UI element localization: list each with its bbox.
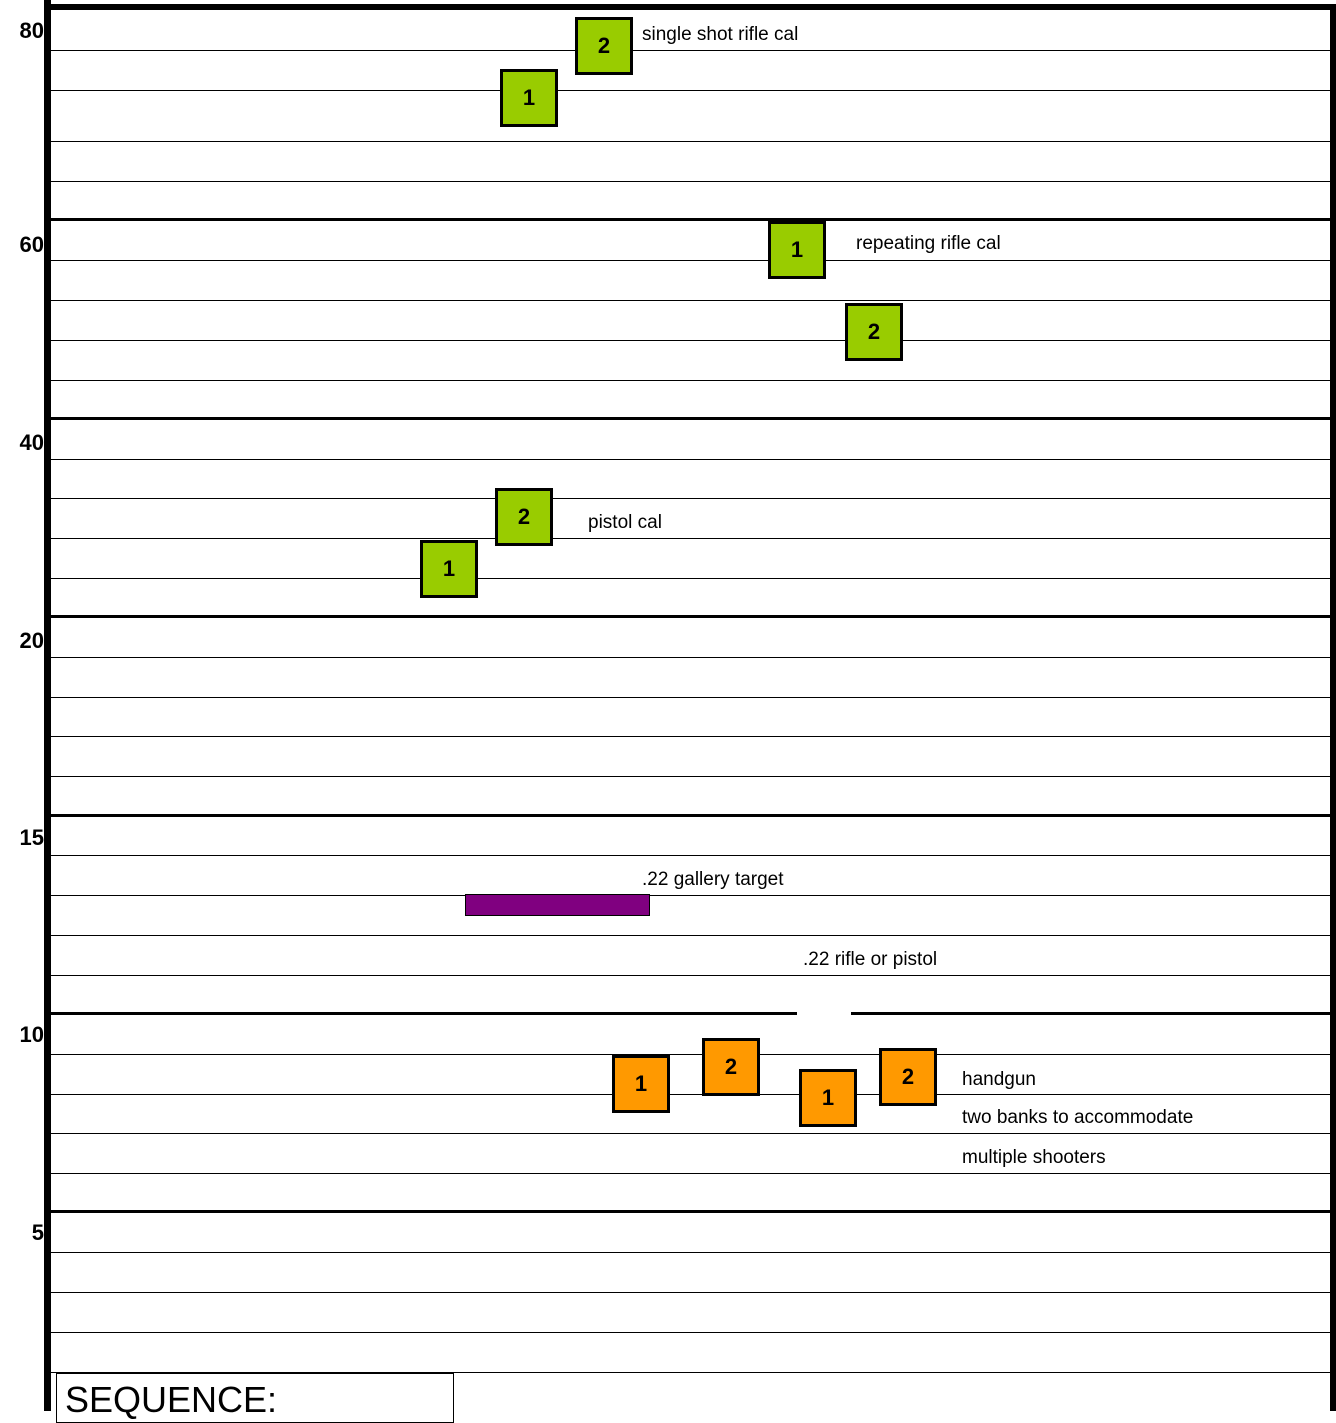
gridline bbox=[51, 1372, 1330, 1373]
gridline bbox=[51, 1133, 1330, 1134]
gridline bbox=[51, 1054, 1330, 1055]
frame-right bbox=[1330, 4, 1336, 1411]
gridline bbox=[51, 181, 1330, 182]
handgun-shooters-label: multiple shooters bbox=[962, 1147, 1106, 1168]
sequence-box: SEQUENCE: bbox=[56, 1373, 454, 1423]
distance-label-40: 40 bbox=[19, 430, 44, 455]
distance-line-10-right bbox=[851, 1012, 1330, 1015]
repeating-rifle-label: repeating rifle cal bbox=[856, 233, 1001, 254]
handgun-target-1b: 1 bbox=[799, 1069, 857, 1127]
gridline bbox=[51, 1094, 1330, 1095]
handgun-banks-label: two banks to accommodate bbox=[962, 1107, 1194, 1128]
gridline bbox=[51, 975, 1330, 976]
gridline bbox=[51, 895, 1330, 896]
gridline bbox=[51, 459, 1330, 460]
distance-label-5: 5 bbox=[31, 1220, 44, 1245]
pistol-cal-label: pistol cal bbox=[588, 512, 662, 533]
pistol-target-2: 2 bbox=[495, 488, 553, 546]
gridline bbox=[51, 935, 1330, 936]
single-shot-rifle-label: single shot rifle cal bbox=[642, 24, 799, 45]
handgun-label: handgun bbox=[962, 1069, 1036, 1090]
distance-label-80: 80 bbox=[19, 18, 44, 43]
sequence-label: SEQUENCE: bbox=[65, 1379, 278, 1420]
distance-label-10: 10 bbox=[19, 1022, 44, 1047]
gridline bbox=[51, 141, 1330, 142]
gridline bbox=[51, 538, 1330, 539]
handgun-target-1a: 1 bbox=[612, 1055, 670, 1113]
gridline bbox=[51, 498, 1330, 499]
gridline bbox=[51, 657, 1330, 658]
rimfire-label: .22 rifle or pistol bbox=[803, 949, 938, 970]
distance-line bbox=[51, 218, 1330, 221]
gallery-target-bar bbox=[465, 894, 650, 916]
gridline bbox=[51, 1173, 1330, 1174]
distance-label-60: 60 bbox=[19, 232, 44, 257]
gridline bbox=[51, 776, 1330, 777]
distance-label-15: 15 bbox=[19, 825, 44, 850]
gridline bbox=[51, 380, 1330, 381]
handgun-target-2a: 2 bbox=[702, 1038, 760, 1096]
gridline bbox=[51, 1292, 1330, 1293]
distance-line bbox=[51, 1210, 1330, 1213]
distance-line bbox=[51, 615, 1330, 618]
gridline bbox=[51, 300, 1330, 301]
distance-line-10-left bbox=[51, 1012, 797, 1015]
handgun-target-2b: 2 bbox=[879, 1048, 937, 1106]
gridline bbox=[51, 697, 1330, 698]
distance-line bbox=[51, 417, 1330, 420]
gallery-target-label: .22 gallery target bbox=[642, 869, 784, 890]
pistol-target-1: 1 bbox=[420, 540, 478, 598]
frame-top bbox=[44, 4, 1336, 10]
rifle-target-repeating-1: 1 bbox=[768, 221, 826, 279]
gridline bbox=[51, 340, 1330, 341]
gridline bbox=[51, 1252, 1330, 1253]
gridline bbox=[51, 260, 1330, 261]
distance-line bbox=[51, 814, 1330, 817]
gridline bbox=[51, 90, 1330, 91]
gridline bbox=[51, 50, 1330, 51]
frame-left bbox=[44, 0, 51, 1411]
rifle-target-single-shot-2: 2 bbox=[575, 17, 633, 75]
rifle-target-single-shot-1: 1 bbox=[500, 69, 558, 127]
gridline bbox=[51, 855, 1330, 856]
rifle-target-repeating-2: 2 bbox=[845, 303, 903, 361]
gridline bbox=[51, 736, 1330, 737]
gridline bbox=[51, 1332, 1330, 1333]
gridline bbox=[51, 578, 1330, 579]
distance-label-20: 20 bbox=[19, 628, 44, 653]
